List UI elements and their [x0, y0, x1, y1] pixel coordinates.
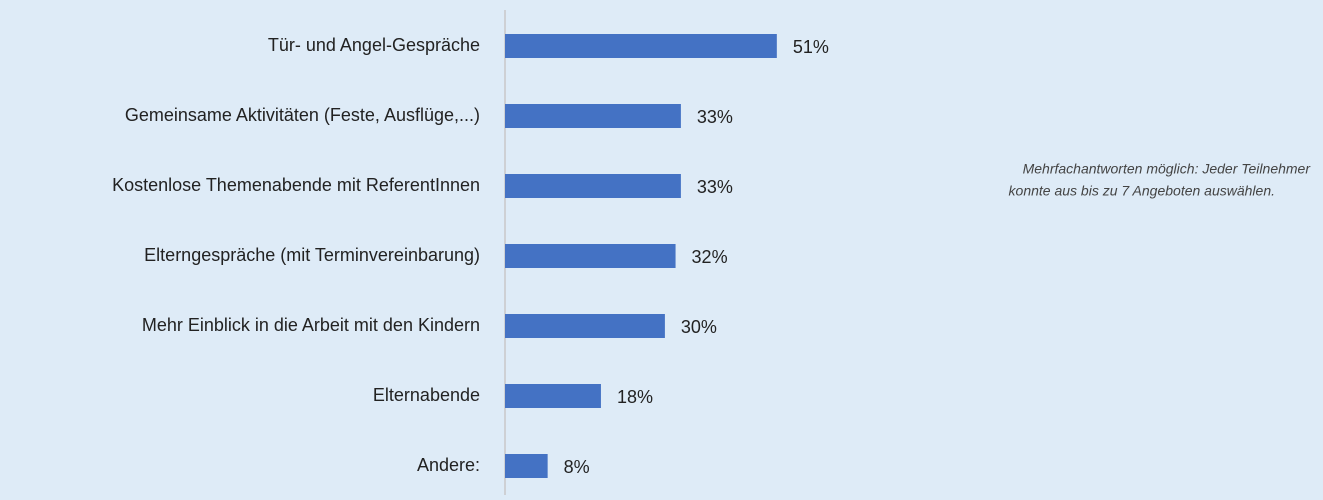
category-label: Andere:	[417, 455, 480, 475]
bar	[505, 174, 681, 198]
value-label: 32%	[692, 247, 728, 267]
category-label: Tür- und Angel-Gespräche	[268, 35, 480, 55]
value-label: 8%	[564, 457, 590, 477]
bar	[505, 244, 676, 268]
bar	[505, 384, 601, 408]
value-label: 33%	[697, 107, 733, 127]
category-label: Kostenlose Themenabende mit ReferentInne…	[112, 175, 480, 195]
value-label: 33%	[697, 177, 733, 197]
bar	[505, 454, 548, 478]
annotation: Mehrfachantworten möglich: Jeder Teilneh…	[1023, 161, 1312, 177]
bar	[505, 314, 665, 338]
value-label: 51%	[793, 37, 829, 57]
category-label: Elterngespräche (mit Terminvereinbarung)	[144, 245, 480, 265]
bar	[505, 104, 681, 128]
category-label: Mehr Einblick in die Arbeit mit den Kind…	[142, 315, 480, 335]
bar	[505, 34, 777, 58]
category-label: Elternabende	[373, 385, 480, 405]
annotation: konnte aus bis zu 7 Angeboten auswählen.	[1009, 183, 1275, 199]
value-label: 30%	[681, 317, 717, 337]
category-label: Gemeinsame Aktivitäten (Feste, Ausflüge,…	[125, 105, 480, 125]
value-label: 18%	[617, 387, 653, 407]
